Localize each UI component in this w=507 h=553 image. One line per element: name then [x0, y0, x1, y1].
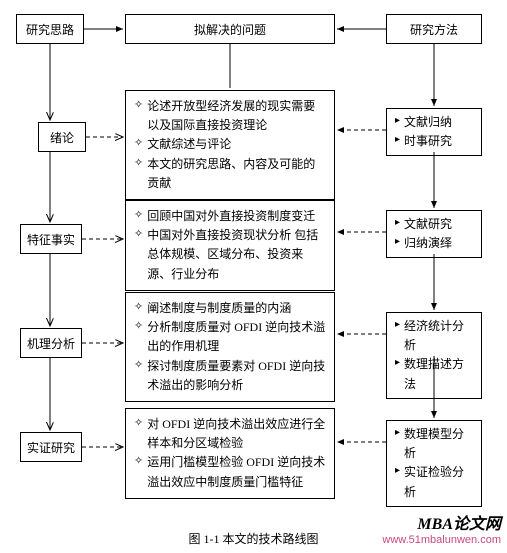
row4-bullet-1-text: 运用门槛模型检验 OFDI 逆向技术溢出效应中制度质量门槛特征	[147, 453, 326, 491]
row1-left-box: 绪论	[38, 122, 86, 152]
row4-content-box: 对 OFDI 逆向技术溢出效应进行全样本和分区域检验 运用门槛模型检验 OFDI…	[125, 408, 335, 499]
row3-bullet-0-text: 阐述制度与制度质量的内涵	[147, 299, 291, 318]
row4-bullet-0-text: 对 OFDI 逆向技术溢出效应进行全样本和分区域检验	[147, 415, 326, 453]
row3-right-box: 经济统计分析 数理描述方法	[386, 312, 482, 399]
row3-right-1: 数理描述方法	[395, 355, 473, 393]
row4-right-0: 数理模型分析	[395, 425, 473, 463]
row2-left-box: 特征事实	[20, 224, 82, 254]
header-right-label: 研究方法	[410, 21, 458, 38]
row2-right-0: 文献研究	[395, 215, 473, 234]
header-left-box: 研究思路	[16, 14, 84, 44]
header-right-box: 研究方法	[386, 14, 482, 44]
row2-right-box: 文献研究 归纳演绎	[386, 210, 482, 258]
row3-bullet-1: 分析制度质量对 OFDI 逆向技术溢出的作用机理	[134, 318, 326, 356]
row2-content-box: 回顾中国对外直接投资制度变迁 中国对外直接投资现状分析 包括总体规模、区域分布、…	[125, 200, 335, 291]
row1-bullet-0-text: 论述开放型经济发展的现实需要以及国际直接投资理论	[147, 97, 326, 135]
row4-bullet-0: 对 OFDI 逆向技术溢出效应进行全样本和分区域检验	[134, 415, 326, 453]
row3-right-1-text: 数理描述方法	[404, 355, 473, 393]
row1-bullet-2-text: 本文的研究思路、内容及可能的贡献	[147, 155, 326, 193]
row3-bullet-0: 阐述制度与制度质量的内涵	[134, 299, 326, 318]
row2-right-0-text: 文献研究	[404, 215, 452, 234]
header-center-label: 拟解决的问题	[194, 21, 266, 38]
row2-bullet-0: 回顾中国对外直接投资制度变迁	[134, 207, 326, 226]
row3-bullet-2: 探讨制度质量要素对 OFDI 逆向技术溢出的影响分析	[134, 357, 326, 395]
row1-bullet-2: 本文的研究思路、内容及可能的贡献	[134, 155, 326, 193]
row1-right-0-text: 文献归纳	[404, 113, 452, 132]
row4-left-label: 实证研究	[27, 439, 75, 456]
row2-bullet-1-text: 中国对外直接投资现状分析 包括总体规模、区域分布、投资来源、行业分布	[147, 226, 326, 284]
row3-right-0: 经济统计分析	[395, 317, 473, 355]
row2-left-label: 特征事实	[27, 231, 75, 248]
row1-right-0: 文献归纳	[395, 113, 473, 132]
source-url: www.51mbalunwen.com	[382, 534, 501, 546]
row1-content-box: 论述开放型经济发展的现实需要以及国际直接投资理论 文献综述与评论 本文的研究思路…	[125, 90, 335, 200]
row4-left-box: 实证研究	[20, 432, 82, 462]
row1-right-box: 文献归纳 时事研究	[386, 108, 482, 156]
row4-right-box: 数理模型分析 实证检验分析	[386, 420, 482, 507]
header-left-label: 研究思路	[26, 21, 74, 38]
row1-left-label: 绪论	[50, 129, 74, 146]
row3-right-0-text: 经济统计分析	[404, 317, 473, 355]
row3-bullet-2-text: 探讨制度质量要素对 OFDI 逆向技术溢出的影响分析	[147, 357, 326, 395]
row1-right-1: 时事研究	[395, 132, 473, 151]
row2-bullet-1: 中国对外直接投资现状分析 包括总体规模、区域分布、投资来源、行业分布	[134, 226, 326, 284]
row1-right-1-text: 时事研究	[404, 132, 452, 151]
row1-bullet-0: 论述开放型经济发展的现实需要以及国际直接投资理论	[134, 97, 326, 135]
row3-bullet-1-text: 分析制度质量对 OFDI 逆向技术溢出的作用机理	[147, 318, 326, 356]
row4-bullet-1: 运用门槛模型检验 OFDI 逆向技术溢出效应中制度质量门槛特征	[134, 453, 326, 491]
row4-right-1: 实证检验分析	[395, 463, 473, 501]
row3-left-box: 机理分析	[20, 328, 82, 358]
row2-bullet-0-text: 回顾中国对外直接投资制度变迁	[147, 207, 315, 226]
row3-content-box: 阐述制度与制度质量的内涵 分析制度质量对 OFDI 逆向技术溢出的作用机理 探讨…	[125, 292, 335, 402]
row2-right-1-text: 归纳演绎	[404, 234, 452, 253]
header-center-box: 拟解决的问题	[125, 14, 335, 44]
row4-right-1-text: 实证检验分析	[404, 463, 473, 501]
row1-bullet-1-text: 文献综述与评论	[147, 135, 231, 154]
row4-right-0-text: 数理模型分析	[404, 425, 473, 463]
row2-right-1: 归纳演绎	[395, 234, 473, 253]
row3-left-label: 机理分析	[27, 335, 75, 352]
row1-bullet-1: 文献综述与评论	[134, 135, 326, 154]
